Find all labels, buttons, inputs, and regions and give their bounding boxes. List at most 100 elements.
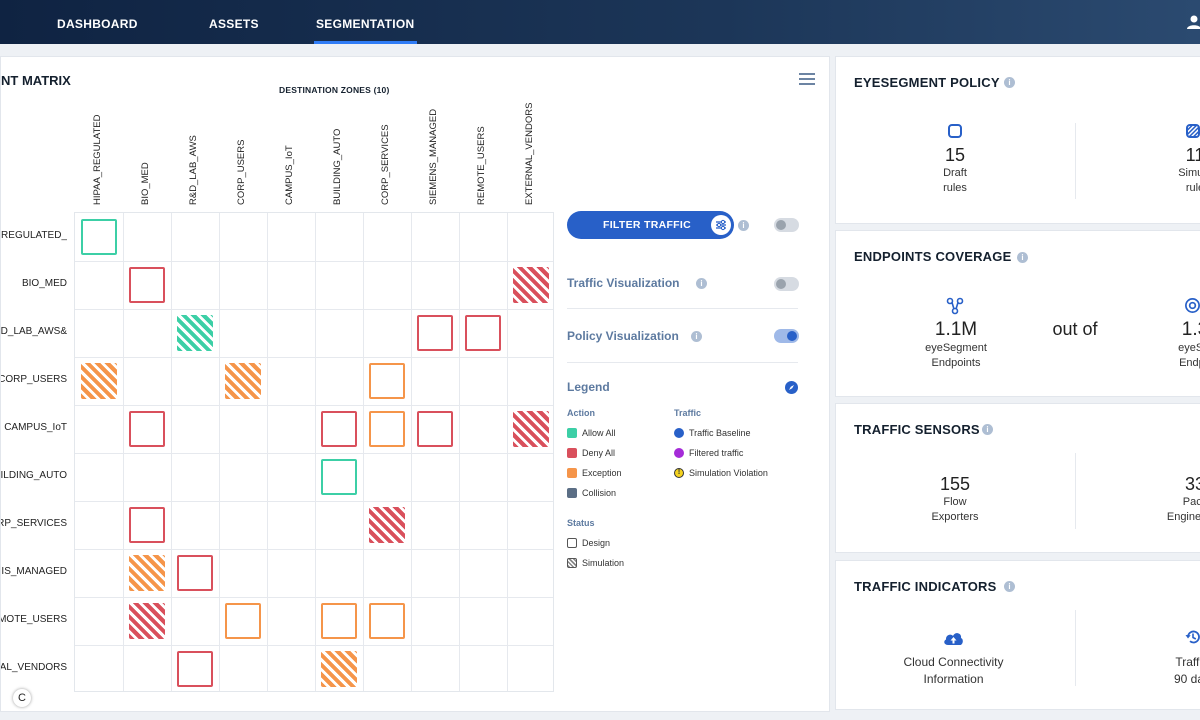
column-label: REMOTE_USERS: [476, 126, 487, 205]
column-label: SIEMENS_MANAGED: [428, 108, 439, 205]
row-label: CORP_USERS: [1, 374, 67, 385]
segmentation-matrix-card: NT MATRIX DESTINATION ZONES (10) HIPAA_R…: [0, 56, 830, 712]
tab-segmentation[interactable]: SEGMENTATION: [314, 0, 416, 44]
grid-line: [219, 213, 220, 691]
grid-line: [75, 453, 553, 454]
traffic-sensors-card: TRAFFIC SENSORS i 155 Flow Exporters 33 …: [835, 403, 1200, 553]
legend-traffic-dot: [674, 448, 684, 458]
card-title: EYESEGMENT POLICY: [854, 75, 1000, 90]
tab-dashboard[interactable]: DASHBOARD: [57, 17, 138, 31]
traffic-visualization-info-icon[interactable]: i: [696, 278, 707, 289]
legend-action-label: Collision: [582, 488, 617, 498]
traffic-indicators-card: TRAFFIC INDICATORS i Cloud Connectivity …: [835, 560, 1200, 710]
divider: [567, 362, 798, 363]
top-nav: DASHBOARD ASSETS SEGMENTATION: [0, 0, 1200, 44]
grid-line: [459, 213, 460, 691]
policy-cell-allow-simulation[interactable]: [177, 315, 213, 351]
grid-line: [75, 405, 553, 406]
legend-traffic-dot: [674, 428, 684, 438]
column-label: R&D_LAB_AWS: [188, 135, 199, 205]
simulation-status-swatch: [567, 558, 577, 568]
policy-cell-exception-simulation[interactable]: [225, 363, 261, 399]
policy-cell-exception-design[interactable]: [369, 363, 405, 399]
packet-engine-stat: 33 Pack Engine App: [1166, 474, 1200, 523]
row-label: CAMPUS_IoT: [4, 422, 67, 433]
menu-icon[interactable]: [799, 73, 815, 85]
row-label: BIO_MED: [21, 278, 67, 289]
policy-info-icon[interactable]: i: [1004, 77, 1015, 88]
copyright-icon[interactable]: C: [13, 689, 31, 707]
column-label: BIO_MED: [140, 162, 151, 205]
policy-visualization-toggle[interactable]: [774, 329, 799, 343]
filter-traffic-button[interactable]: FILTER TRAFFIC: [567, 211, 734, 239]
eyesegment-endpoints-stat: 1.1M eyeSegment Endpoints: [925, 319, 987, 369]
grid-line: [75, 645, 553, 646]
policy-cell-exception-design[interactable]: [369, 603, 405, 639]
legend-design-label: Design: [582, 538, 611, 548]
row-label: ILDING_AUTO: [1, 470, 67, 481]
eyesight-endpoints-stat: 1.3 eyeSig Endpo: [1178, 319, 1200, 369]
filter-traffic-label: FILTER TRAFFIC: [603, 219, 691, 231]
policy-cell-exception-design[interactable]: [321, 603, 357, 639]
divider: [567, 308, 798, 309]
indicators-info-icon[interactable]: i: [1004, 581, 1015, 592]
filter-info-icon[interactable]: i: [738, 220, 749, 231]
policy-cell-deny-design[interactable]: [417, 411, 453, 447]
compass-icon[interactable]: [785, 381, 798, 394]
coverage-info-icon[interactable]: i: [1017, 252, 1028, 263]
out-of-label: out of: [1052, 319, 1098, 339]
draft-rule-icon: [948, 124, 962, 138]
policy-cell-deny-simulation[interactable]: [369, 507, 405, 543]
grid-line: [123, 213, 124, 691]
policy-cell-deny-design[interactable]: [129, 507, 165, 543]
policy-cell-deny-simulation[interactable]: [513, 267, 549, 303]
draft-rules-stat: 15 Draft rules: [943, 145, 967, 194]
grid-line: [315, 213, 316, 691]
traffic-visualization-label: Traffic Visualization: [567, 276, 680, 290]
policy-cell-exception-simulation[interactable]: [129, 555, 165, 591]
card-title: ENDPOINTS COVERAGE: [854, 249, 1012, 264]
policy-cell-deny-simulation[interactable]: [129, 603, 165, 639]
policy-cell-deny-design[interactable]: [177, 651, 213, 687]
policy-cell-deny-design[interactable]: [129, 267, 165, 303]
column-label: CORP_USERS: [236, 139, 247, 205]
row-label: &D_LAB_AWS: [1, 326, 67, 337]
policy-cell-deny-simulation[interactable]: [513, 411, 549, 447]
legend-action-heading: Action: [567, 408, 595, 418]
design-status-swatch: [567, 538, 577, 548]
eyesegment-policy-card: EYESEGMENT POLICY i 15 Draft rules 11 Si…: [835, 56, 1200, 224]
traffic-visualization-toggle[interactable]: [774, 277, 799, 291]
user-icon[interactable]: [1186, 14, 1200, 30]
policy-matrix-grid: [74, 212, 554, 692]
policy-cell-allow-design[interactable]: [321, 459, 357, 495]
policy-cell-exception-design[interactable]: [225, 603, 261, 639]
policy-cell-exception-design[interactable]: [369, 411, 405, 447]
policy-cell-exception-simulation[interactable]: [81, 363, 117, 399]
legend-traffic-label: Filtered traffic: [689, 448, 744, 458]
card-title: TRAFFIC INDICATORS: [854, 579, 997, 594]
column-label: EXTERNAL_VENDORS: [524, 102, 535, 205]
column-label: CAMPUS_IoT: [284, 145, 295, 205]
row-label: IS_MANAGED: [1, 566, 67, 577]
policy-cell-deny-design[interactable]: [177, 555, 213, 591]
grid-line: [75, 501, 553, 502]
policy-cell-deny-design[interactable]: [417, 315, 453, 351]
grid-line: [75, 597, 553, 598]
traffic-history-stat: Traffic t 90 days: [1173, 655, 1200, 686]
policy-cell-deny-design[interactable]: [129, 411, 165, 447]
grid-line: [75, 309, 553, 310]
simulation-rule-icon: [1186, 124, 1200, 138]
legend-simulation-label: Simulation: [582, 558, 625, 568]
policy-cell-deny-design[interactable]: [321, 411, 357, 447]
column-label: HIPAA_REGULATED: [92, 114, 103, 205]
policy-cell-allow-design[interactable]: [81, 219, 117, 255]
simulation-rules-stat: 11 Simula rule: [1178, 145, 1200, 194]
filter-toggle[interactable]: [774, 218, 799, 232]
tab-assets[interactable]: ASSETS: [209, 17, 259, 31]
grid-line: [411, 213, 412, 691]
sensors-info-icon[interactable]: i: [982, 424, 993, 435]
policy-visualization-info-icon[interactable]: i: [691, 331, 702, 342]
legend-swatch: [567, 488, 577, 498]
policy-cell-deny-design[interactable]: [465, 315, 501, 351]
policy-cell-exception-simulation[interactable]: [321, 651, 357, 687]
